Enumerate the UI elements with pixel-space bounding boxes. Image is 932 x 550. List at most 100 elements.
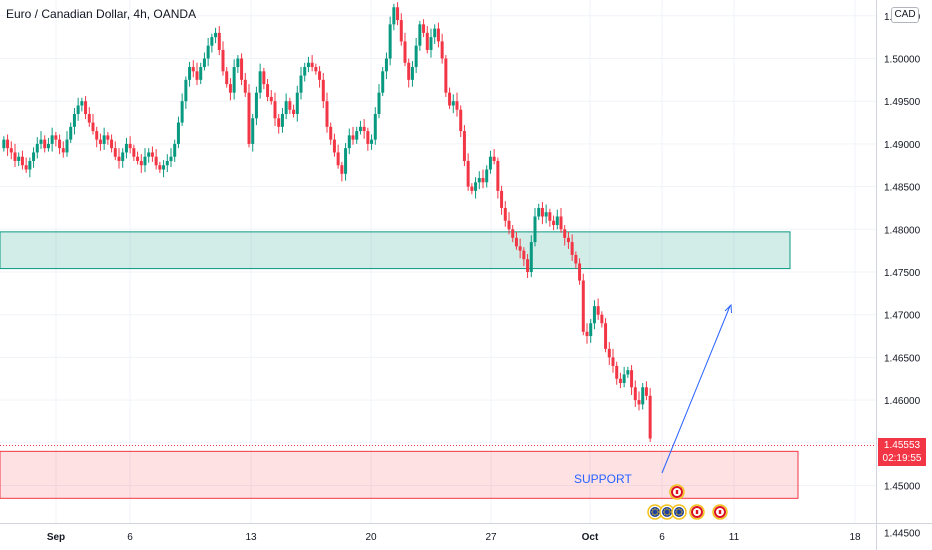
candle-body — [154, 156, 158, 166]
candle-body — [236, 58, 240, 68]
candle — [143, 148, 147, 173]
last-price: 1.45553 — [883, 440, 921, 451]
time-tick-label: 6 — [127, 532, 133, 543]
candle — [262, 67, 266, 90]
candle — [162, 160, 166, 178]
candle — [552, 215, 556, 231]
candle-body — [277, 118, 281, 127]
candle-body — [180, 101, 184, 123]
candle-body — [176, 122, 180, 144]
candle — [563, 225, 567, 246]
candle-body — [221, 49, 225, 72]
candle-body — [232, 67, 236, 93]
candle-body — [596, 306, 600, 315]
candle — [444, 55, 448, 97]
time-tick-label: Sep — [47, 532, 65, 543]
candle-body — [448, 92, 452, 106]
eu-flag-icon — [647, 504, 663, 520]
chart-title: Euro / Canadian Dollar, 4h, OANDA — [6, 7, 197, 21]
candle — [462, 125, 466, 167]
candle — [87, 107, 91, 127]
candle-body — [24, 165, 28, 170]
support-zone-label: SUPPORT — [574, 472, 632, 486]
candle-body — [552, 220, 556, 226]
candle-body — [566, 237, 570, 243]
price-tick-label: 1.49500 — [884, 97, 921, 108]
candle — [258, 63, 262, 99]
candle — [150, 146, 154, 162]
candle — [459, 105, 463, 138]
candle-body — [169, 156, 173, 161]
candle — [6, 134, 10, 156]
candle-body — [217, 32, 221, 50]
candle-body — [110, 139, 114, 149]
candle-body — [162, 165, 166, 170]
candle — [481, 169, 485, 189]
price-tick-label: 1.48000 — [884, 225, 921, 236]
candle — [221, 41, 225, 76]
candle — [581, 273, 585, 336]
candle-body — [69, 126, 73, 140]
candle — [169, 148, 173, 167]
candle-body — [269, 96, 273, 102]
eu-flag-star — [654, 508, 656, 510]
candle — [9, 141, 13, 160]
candle-body — [648, 395, 652, 439]
candle — [243, 73, 247, 97]
price-tick-label: 1.45000 — [884, 482, 921, 493]
candle-body — [488, 156, 492, 170]
price-tick-label: 1.46000 — [884, 396, 921, 407]
candle — [600, 311, 604, 328]
candle-body — [76, 105, 80, 115]
candle-body — [399, 20, 403, 42]
last-price-badge: 1.45553 02:19:55 — [878, 438, 926, 466]
candle — [13, 143, 17, 167]
candle-body — [540, 207, 544, 217]
candle — [206, 38, 210, 67]
candle — [488, 150, 492, 174]
candle-body — [481, 178, 485, 183]
candle-body — [633, 387, 637, 401]
projection-arrow — [661, 303, 732, 474]
eu-flag-star — [656, 509, 658, 511]
price-tick-label: 1.48500 — [884, 183, 921, 194]
candle — [110, 134, 114, 153]
candle-body — [61, 148, 65, 153]
candle-body — [54, 135, 58, 140]
time-tick-label: 27 — [485, 532, 497, 543]
candle — [254, 86, 258, 126]
candle-body — [329, 126, 333, 140]
candle-body — [637, 400, 641, 405]
currency-badge[interactable]: CAD — [891, 7, 919, 23]
candle-body — [574, 254, 578, 264]
candle — [199, 62, 203, 85]
candle-body — [477, 178, 481, 183]
candle-body — [28, 160, 32, 170]
candle-body — [396, 7, 400, 21]
candle-body — [243, 79, 247, 93]
candle — [425, 26, 429, 54]
candle — [50, 127, 54, 152]
candle-body — [518, 246, 522, 251]
candle-body — [188, 67, 192, 80]
chart-zones — [0, 231, 799, 499]
candle-body — [433, 28, 437, 38]
candle — [236, 55, 240, 74]
candle — [477, 171, 481, 190]
candle — [139, 154, 143, 173]
eu-flag-star — [678, 514, 680, 516]
candle — [511, 225, 515, 243]
eu-flag-star — [652, 509, 654, 511]
candle-body — [321, 79, 325, 102]
candle-body — [87, 114, 91, 123]
candle-body — [195, 71, 199, 80]
candle-body — [570, 242, 574, 255]
candle-body — [295, 92, 299, 115]
candle — [381, 67, 385, 97]
candle — [537, 203, 541, 220]
candle-body — [604, 323, 608, 349]
candle — [269, 90, 273, 105]
candle-body — [65, 139, 69, 153]
candle — [284, 93, 288, 120]
